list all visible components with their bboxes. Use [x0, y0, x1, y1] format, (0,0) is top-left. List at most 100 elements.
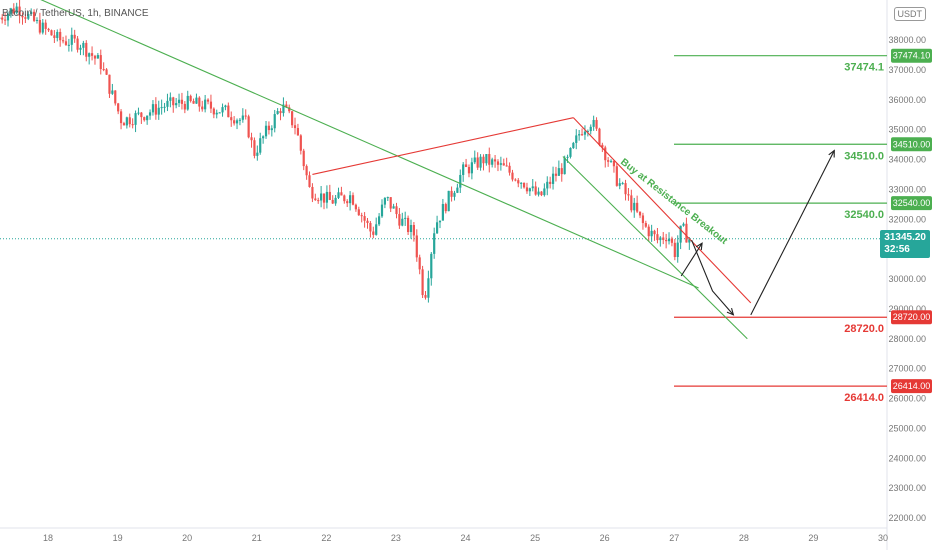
candle-body: [459, 175, 461, 188]
y-tick-label: 36000.00: [888, 95, 926, 105]
candle-body: [416, 235, 418, 257]
candle-body: [361, 215, 363, 216]
candle-body: [126, 117, 128, 125]
candle-body: [175, 103, 177, 105]
candle-body: [85, 43, 87, 57]
candle-body: [526, 187, 528, 191]
candle-body: [277, 111, 279, 114]
candle-body: [604, 147, 606, 160]
candle-body: [668, 239, 670, 242]
candle-body: [529, 188, 531, 191]
candle-body: [74, 35, 76, 39]
candle-body: [219, 112, 221, 113]
candle-body: [390, 197, 392, 208]
candle-body: [323, 193, 325, 202]
candle-body: [47, 29, 49, 30]
y-tick-label: 24000.00: [888, 453, 926, 463]
candle-body: [143, 117, 145, 120]
candle-body: [343, 195, 345, 201]
candle-body: [474, 157, 476, 162]
candle-body: [439, 221, 441, 223]
candle-body: [546, 182, 548, 189]
candle-body: [421, 269, 423, 295]
candle-body: [378, 216, 380, 224]
projection-arrow: [681, 243, 702, 276]
level-label: 28720.0: [844, 323, 884, 335]
candle-body: [506, 165, 508, 166]
candle-body: [523, 183, 525, 188]
candle-body: [300, 135, 302, 150]
candle-body: [311, 187, 313, 199]
candle-body: [511, 173, 513, 180]
candle-body: [642, 215, 644, 223]
candle-body: [346, 201, 348, 203]
candle-body: [648, 227, 650, 237]
candle-body: [166, 101, 168, 107]
current-price-badge: 31345.20 32:56: [880, 230, 930, 258]
candle-body: [213, 109, 215, 115]
x-tick-label: 28: [739, 533, 749, 543]
candle-body: [419, 257, 421, 269]
candle-body: [537, 192, 539, 195]
y-tick-label: 23000.00: [888, 483, 926, 493]
candle-body: [178, 100, 180, 103]
candle-body: [682, 224, 684, 226]
candle-body: [100, 55, 102, 69]
candle-body: [590, 127, 592, 131]
level-price-badge-text: 26414.00: [893, 381, 931, 391]
candle-body: [436, 222, 438, 233]
y-tick-label: 27000.00: [888, 364, 926, 374]
candle-body: [268, 126, 270, 130]
candle-body: [633, 203, 635, 210]
candle-body: [65, 41, 67, 45]
candle-body: [201, 107, 203, 110]
x-tick-label: 18: [43, 533, 53, 543]
candle-body: [108, 75, 110, 94]
level-price-badge-text: 34510.00: [893, 139, 931, 149]
candle-body: [624, 183, 626, 194]
candle-body: [595, 120, 597, 129]
candle-body: [335, 198, 337, 204]
y-tick-label: 22000.00: [888, 513, 926, 523]
candle-body: [662, 238, 664, 240]
candle-body: [59, 32, 61, 40]
candle-body: [256, 153, 258, 156]
candle-body: [500, 163, 502, 165]
candle-body: [540, 192, 542, 196]
candle-body: [317, 200, 319, 201]
candle-body: [340, 192, 342, 195]
candle-body: [366, 221, 368, 223]
candle-body: [111, 90, 113, 93]
candle-body: [494, 159, 496, 161]
x-tick-label: 30: [878, 533, 888, 543]
candle-body: [656, 234, 658, 240]
x-tick-label: 20: [182, 533, 192, 543]
candle-body: [210, 102, 212, 109]
x-tick-label: 29: [808, 533, 818, 543]
candle-body: [392, 206, 394, 208]
candle-body: [326, 192, 328, 203]
candle-body: [552, 174, 554, 184]
candle-body: [103, 69, 105, 70]
candle-body: [198, 98, 200, 107]
candle-body: [566, 157, 568, 158]
candle-body: [39, 20, 41, 33]
candle-body: [250, 137, 252, 140]
trendline: [312, 118, 573, 175]
candle-body: [491, 159, 493, 164]
candle-body: [207, 100, 209, 102]
candle-body: [274, 114, 276, 128]
candle-body: [239, 120, 241, 121]
candle-body: [575, 135, 577, 143]
candle-body: [227, 106, 229, 118]
candle-body: [477, 157, 479, 167]
candle-body: [71, 35, 73, 45]
candle-body: [352, 195, 354, 205]
currency-badge[interactable]: USDT: [894, 7, 927, 21]
candle-body: [329, 192, 331, 200]
y-tick-label: 28000.00: [888, 334, 926, 344]
trendline: [573, 118, 750, 303]
candle-body: [91, 53, 93, 56]
candle-body: [610, 161, 612, 162]
